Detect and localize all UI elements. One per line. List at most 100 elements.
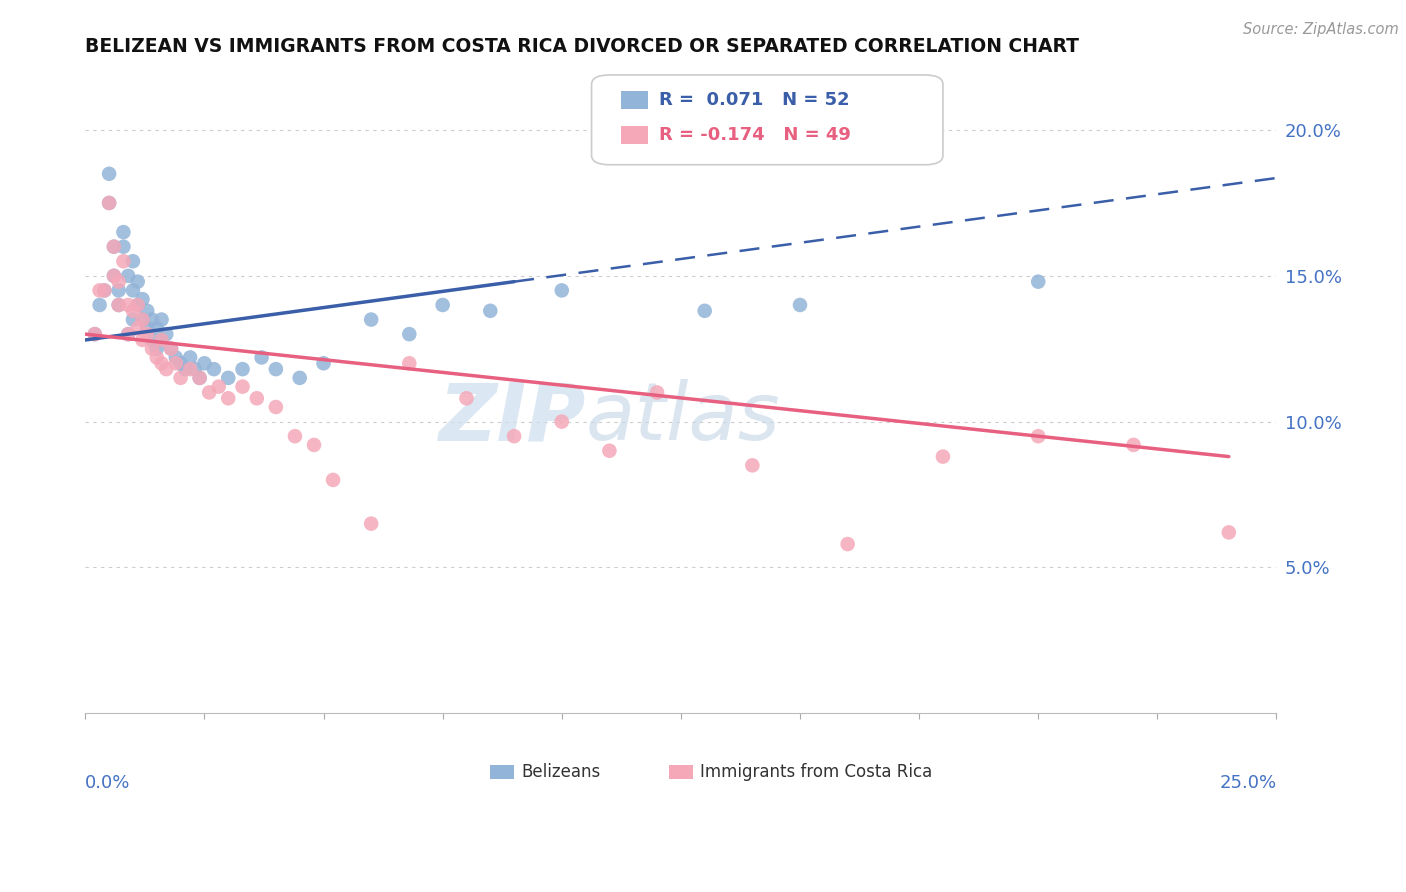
Point bbox=[117, 298, 139, 312]
Point bbox=[89, 298, 111, 312]
Point bbox=[150, 356, 173, 370]
Point bbox=[231, 362, 253, 376]
Point bbox=[136, 321, 159, 335]
Point bbox=[112, 225, 135, 239]
Point bbox=[1218, 525, 1240, 540]
Point bbox=[117, 268, 139, 283]
Point bbox=[169, 371, 191, 385]
Point bbox=[107, 275, 129, 289]
Point bbox=[160, 342, 183, 356]
Point bbox=[150, 333, 173, 347]
Point bbox=[645, 385, 668, 400]
Bar bbox=[621, 91, 648, 109]
Point bbox=[155, 327, 177, 342]
Point bbox=[231, 379, 253, 393]
Point bbox=[98, 167, 121, 181]
Text: ZIP: ZIP bbox=[439, 379, 585, 457]
Point bbox=[398, 327, 420, 342]
Text: Immigrants from Costa Rica: Immigrants from Costa Rica bbox=[700, 764, 932, 781]
Point bbox=[127, 275, 149, 289]
Point bbox=[155, 362, 177, 376]
Point bbox=[89, 284, 111, 298]
Point bbox=[131, 312, 153, 326]
Point bbox=[284, 429, 307, 443]
Point bbox=[103, 268, 125, 283]
Point bbox=[160, 342, 183, 356]
Point bbox=[146, 342, 169, 356]
Point bbox=[174, 362, 197, 376]
Point bbox=[150, 312, 173, 326]
Point bbox=[112, 240, 135, 254]
Point bbox=[551, 415, 574, 429]
Point bbox=[146, 351, 169, 365]
Bar bbox=[669, 765, 693, 780]
Point bbox=[598, 443, 620, 458]
Point bbox=[1026, 429, 1049, 443]
Point bbox=[264, 362, 287, 376]
Point bbox=[107, 284, 129, 298]
Point bbox=[141, 333, 163, 347]
Point bbox=[503, 429, 526, 443]
Point bbox=[141, 342, 163, 356]
Text: 25.0%: 25.0% bbox=[1219, 774, 1277, 792]
Point bbox=[127, 298, 149, 312]
Point bbox=[107, 298, 129, 312]
Point bbox=[131, 312, 153, 326]
Point bbox=[98, 196, 121, 211]
Point bbox=[122, 284, 145, 298]
Bar bbox=[491, 765, 515, 780]
Point bbox=[93, 284, 115, 298]
Point bbox=[1026, 275, 1049, 289]
Point bbox=[93, 284, 115, 298]
Point bbox=[360, 516, 382, 531]
Point bbox=[398, 356, 420, 370]
Point bbox=[83, 327, 105, 342]
Point bbox=[83, 327, 105, 342]
Point bbox=[217, 392, 239, 406]
Point bbox=[288, 371, 311, 385]
Point bbox=[165, 351, 187, 365]
Point bbox=[741, 458, 763, 473]
Text: R = -0.174   N = 49: R = -0.174 N = 49 bbox=[659, 126, 851, 144]
Point bbox=[264, 400, 287, 414]
Point bbox=[432, 298, 454, 312]
Point bbox=[456, 392, 478, 406]
Point bbox=[107, 298, 129, 312]
Point bbox=[179, 351, 201, 365]
Point bbox=[103, 268, 125, 283]
Point bbox=[131, 333, 153, 347]
Point bbox=[169, 356, 191, 370]
Point bbox=[246, 392, 269, 406]
Point bbox=[117, 327, 139, 342]
Point bbox=[122, 303, 145, 318]
Point bbox=[250, 351, 273, 365]
Point bbox=[208, 379, 231, 393]
Point bbox=[98, 196, 121, 211]
Point bbox=[103, 240, 125, 254]
Point bbox=[188, 371, 211, 385]
Point bbox=[302, 438, 325, 452]
Point bbox=[932, 450, 955, 464]
Bar bbox=[621, 126, 648, 144]
Text: 0.0%: 0.0% bbox=[86, 774, 131, 792]
Point bbox=[122, 254, 145, 268]
Point bbox=[479, 303, 502, 318]
Text: Belizeans: Belizeans bbox=[522, 764, 600, 781]
Point bbox=[202, 362, 225, 376]
Point bbox=[322, 473, 344, 487]
FancyBboxPatch shape bbox=[592, 75, 943, 165]
Point bbox=[312, 356, 335, 370]
Point bbox=[103, 240, 125, 254]
Point bbox=[188, 371, 211, 385]
Point bbox=[217, 371, 239, 385]
Point bbox=[136, 303, 159, 318]
Point bbox=[551, 284, 574, 298]
Point bbox=[117, 327, 139, 342]
Point bbox=[1122, 438, 1144, 452]
Point bbox=[141, 312, 163, 326]
Point bbox=[165, 356, 187, 370]
Point bbox=[136, 327, 159, 342]
Point bbox=[837, 537, 859, 551]
Point bbox=[127, 321, 149, 335]
Point bbox=[193, 356, 215, 370]
